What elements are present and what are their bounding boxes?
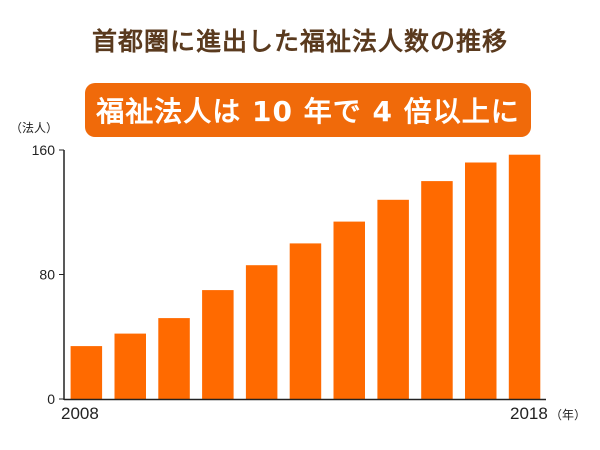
bar-2014 [334,222,366,399]
y-ticks-group: 0 80 160 [32,142,64,407]
bar-2008 [71,346,103,399]
y-tick-label-0: 0 [47,391,55,407]
y-tick-label-160: 160 [32,142,56,158]
bar-2009 [115,334,147,399]
bar-2010 [158,318,190,399]
bar-2017 [465,163,497,400]
bar-2016 [421,181,453,399]
x-axis-unit-label: （年） [550,408,586,422]
bars-group [71,155,541,399]
bar-2013 [290,243,322,399]
bar-2018 [509,155,541,399]
x-tick-label-end: 2018 [510,404,548,423]
y-tick-label-80: 80 [39,267,55,283]
x-tick-label-start: 2008 [61,404,99,423]
bar-2011 [202,290,234,399]
bar-2015 [377,200,409,399]
y-axis-unit-label: （法人） [10,121,58,135]
bar-2012 [246,265,278,399]
